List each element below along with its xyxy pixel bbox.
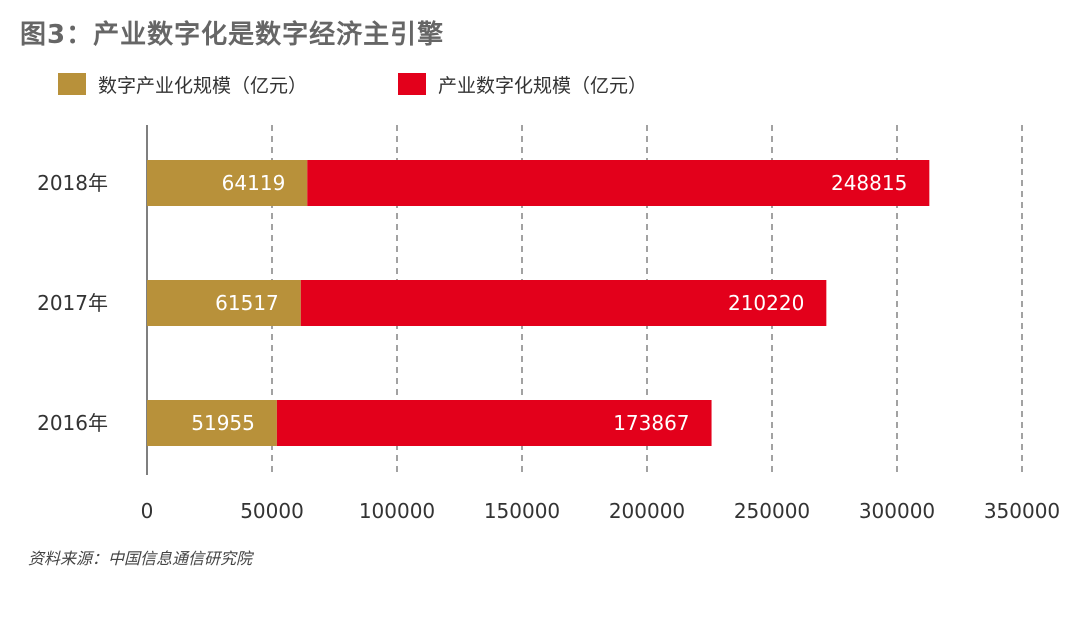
bar-segment-series-2 bbox=[300, 280, 827, 326]
x-tick-label: 100000 bbox=[359, 499, 435, 523]
data-label: 64119 bbox=[222, 171, 286, 195]
x-tick-label: 250000 bbox=[734, 499, 810, 523]
category-label: 2018年 bbox=[37, 171, 108, 195]
chart-title: 图3：产业数字化是数字经济主引擎 bbox=[20, 20, 445, 50]
source-note: 资料来源：中国信息通信研究院 bbox=[28, 549, 253, 568]
data-label: 173867 bbox=[613, 411, 689, 435]
x-tick-label: 50000 bbox=[240, 499, 304, 523]
bar-segment-series-2 bbox=[307, 160, 930, 206]
legend-label-series-1: 数字产业化规模（亿元） bbox=[98, 74, 308, 97]
x-tick-label: 200000 bbox=[609, 499, 685, 523]
legend-item-series-2: 产业数字化规模（亿元） bbox=[398, 70, 647, 98]
bar-segment-series-1 bbox=[147, 280, 301, 326]
data-label: 248815 bbox=[831, 171, 907, 195]
legend-label-series-2: 产业数字化规模（亿元） bbox=[438, 74, 648, 97]
x-tick-label: 350000 bbox=[984, 499, 1060, 523]
x-tick-label: 0 bbox=[141, 499, 154, 523]
data-label: 61517 bbox=[215, 291, 279, 315]
category-label: 2017年 bbox=[37, 291, 108, 315]
legend-swatch-series-2 bbox=[398, 73, 426, 95]
legend-item-series-1: 数字产业化规模（亿元） bbox=[58, 70, 307, 98]
category-label: 2016年 bbox=[37, 411, 108, 435]
x-tick-label: 150000 bbox=[484, 499, 560, 523]
legend: 数字产业化规模（亿元） 产业数字化规模（亿元） bbox=[0, 70, 1080, 98]
data-label: 51955 bbox=[191, 411, 255, 435]
bar-segment-series-2 bbox=[276, 400, 712, 446]
legend-swatch-series-1 bbox=[58, 73, 86, 95]
bar-segment-series-1 bbox=[147, 400, 277, 446]
x-tick-label: 300000 bbox=[859, 499, 935, 523]
data-label: 210220 bbox=[728, 291, 804, 315]
bar-segment-series-1 bbox=[147, 160, 308, 206]
